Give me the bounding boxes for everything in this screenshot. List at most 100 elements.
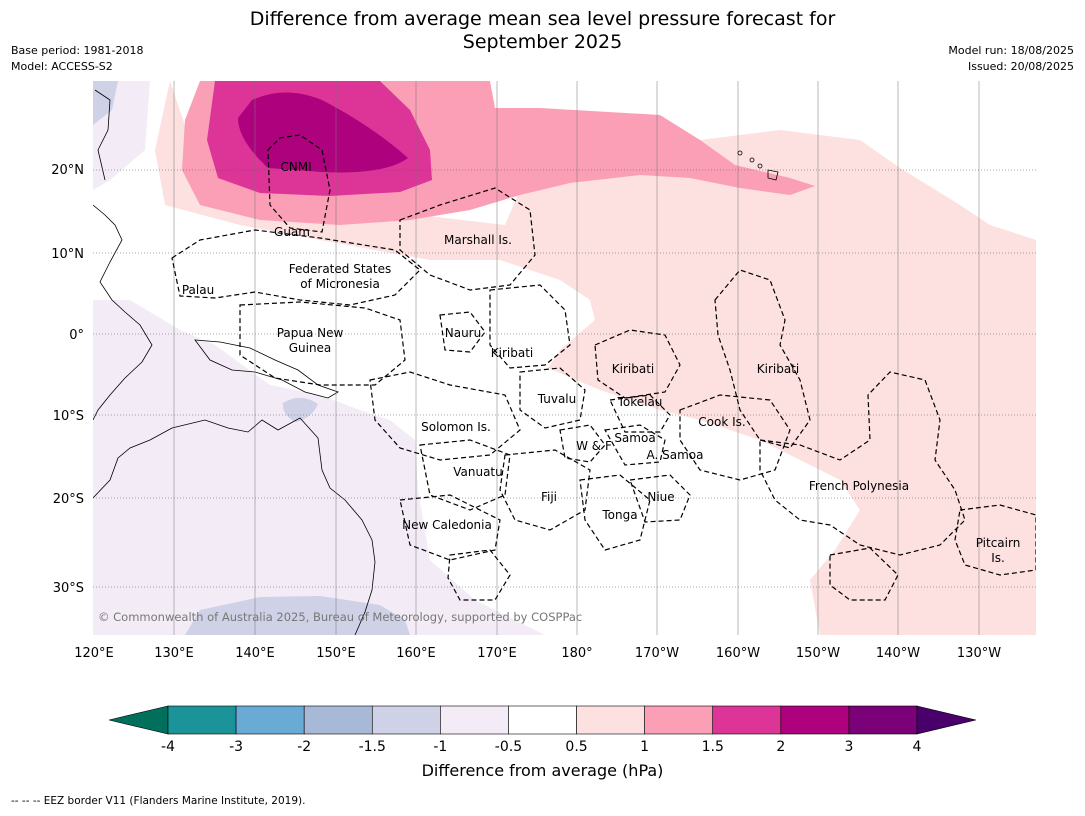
label-kiribati-central: Kiribati: [612, 362, 654, 376]
issued-date: Issued: 20/08/2025: [967, 60, 1074, 73]
colorbar-cell: [644, 705, 714, 735]
colorbar-cell: [167, 705, 237, 735]
lon-label: 170°W: [635, 646, 679, 661]
colorbar: -4 -3 -2 -1.5 -1 -0.5 0.5 1 1.5 2 3 4: [108, 705, 977, 755]
colorbar-tick-label: -2: [297, 739, 311, 755]
lon-label: 130°W: [957, 646, 1001, 661]
colorbar-tick-label: -4: [161, 739, 175, 755]
base-period: Base period: 1981-2018: [11, 44, 144, 57]
colorbar-tick-label: -3: [229, 739, 243, 755]
chart-title: Difference from average mean sea level p…: [0, 8, 1085, 54]
meta-left: Base period: 1981-2018 Model: ACCESS-S2: [11, 43, 143, 75]
eez-wallis: [559, 424, 606, 463]
label-vanuatu: Vanuatu: [453, 465, 503, 479]
label-tuvalu: Tuvalu: [537, 392, 577, 406]
place-labels: CNMI Guam Marshall Is. Federated States …: [182, 160, 1020, 565]
anomaly-region-dark-magenta: [238, 92, 408, 173]
lat-label: 20°N: [51, 163, 84, 178]
lon-label: 120°E: [74, 646, 114, 661]
colorbar-cells: [167, 705, 918, 735]
lon-label: 140°W: [876, 646, 920, 661]
lon-label: 160°W: [716, 646, 760, 661]
colorbar-tick-label: 4: [913, 739, 922, 755]
colorbar-cell: [780, 705, 850, 735]
colorbar-tick-label: 0.5: [565, 739, 587, 755]
label-cnmi: CNMI: [280, 160, 311, 174]
hawaii-islands: [737, 150, 779, 181]
label-solomon-islands: Solomon Is.: [421, 420, 491, 434]
model-name: Model: ACCESS-S2: [11, 60, 113, 73]
colorbar-low-extend: [108, 705, 169, 735]
label-cook-islands: Cook Is.: [698, 415, 745, 429]
lat-label: 0°: [69, 328, 84, 343]
title-line-2: September 2025: [462, 31, 623, 53]
latitude-axis-labels: 20°N 10°N 0° 10°S 20°S 30°S: [51, 163, 84, 596]
eez-tuvalu: [519, 367, 586, 429]
eez-png: [239, 301, 406, 386]
eez-borders: [171, 134, 1036, 601]
label-wallis-futuna: W & F: [576, 439, 612, 453]
eez-samoa: [604, 424, 666, 466]
eez-tonga: [579, 474, 651, 551]
anomaly-region-lavender: [93, 81, 545, 635]
label-tonga: Tonga: [601, 508, 637, 522]
label-micronesia-line1: Federated States: [289, 262, 391, 276]
label-palau: Palau: [182, 283, 214, 297]
lon-label: 160°E: [396, 646, 436, 661]
eez-niue: [629, 474, 691, 523]
colorbar-tick-labels: -4 -3 -2 -1.5 -1 -0.5 0.5 1 1.5 2 3 4: [161, 739, 922, 755]
longitude-axis-labels: 120°E 130°E 140°E 150°E 160°E 170°E 180°…: [74, 646, 1001, 661]
label-png-line1: Papua New: [277, 326, 344, 340]
lon-label: 150°E: [316, 646, 356, 661]
model-run: Model run: 18/08/2025: [948, 44, 1074, 57]
colorbar-tick-label: -0.5: [495, 739, 522, 755]
eez-tokelau: [609, 394, 671, 433]
lat-label: 10°S: [53, 409, 84, 424]
colorbar-cell: [576, 705, 645, 735]
philippines-coastline: [94, 89, 111, 181]
eez-fiji: [499, 449, 591, 531]
colorbar-tick-label: -1.5: [359, 739, 386, 755]
eez-cnmi: [267, 134, 331, 233]
colorbar-cell: [712, 705, 782, 735]
label-pitcairn-line1: Pitcairn: [976, 536, 1021, 550]
label-tokelau: Tokelau: [617, 395, 663, 409]
label-kiribati-west: Kiribati: [491, 346, 533, 360]
eez-micronesia: [171, 229, 421, 306]
eez-marshall: [399, 187, 536, 291]
lon-label: 130°E: [154, 646, 194, 661]
graticule-meridians: [173, 81, 980, 635]
asia-islands: [93, 204, 153, 421]
label-samoa: Samoa: [614, 431, 655, 445]
colorbar-cell: [371, 705, 441, 735]
colorbar-cell: [508, 705, 577, 735]
map-area: CNMI Guam Marshall Is. Federated States …: [93, 81, 1036, 635]
lon-label: 150°W: [796, 646, 840, 661]
label-kiribati-east: Kiribati: [757, 362, 799, 376]
colorbar-label: Difference from average (hPa): [421, 761, 664, 780]
png-coastline: [194, 339, 339, 399]
label-fiji: Fiji: [541, 490, 557, 504]
eez-nauru: [439, 311, 486, 353]
colorbar-tick-label: 1.5: [702, 739, 724, 755]
label-marshall-islands: Marshall Is.: [444, 233, 512, 247]
eez-norfolk: [447, 549, 511, 601]
label-guam: Guam: [274, 225, 310, 239]
label-french-polynesia: French Polynesia: [809, 479, 909, 493]
colorbar-tick-label: 1: [640, 739, 649, 755]
lat-label: 10°N: [51, 247, 84, 262]
label-american-samoa: A. Samoa: [647, 448, 704, 462]
lon-label: 140°E: [235, 646, 275, 661]
eez-kiribati-west: [489, 284, 571, 369]
eez-south-pacific: [829, 547, 899, 601]
label-nauru: Nauru: [445, 326, 481, 340]
title-line-1: Difference from average mean sea level p…: [249, 8, 836, 30]
colorbar-cell: [848, 705, 918, 735]
colorbar-tick-label: -1: [433, 739, 447, 755]
eez-legend-footer: -- -- -- EEZ border V11 (Flanders Marine…: [11, 795, 306, 807]
label-niue: Niue: [647, 490, 674, 504]
label-new-caledonia: New Caledonia: [402, 518, 492, 532]
lat-label: 30°S: [53, 581, 84, 596]
eez-vanuatu: [419, 439, 511, 511]
